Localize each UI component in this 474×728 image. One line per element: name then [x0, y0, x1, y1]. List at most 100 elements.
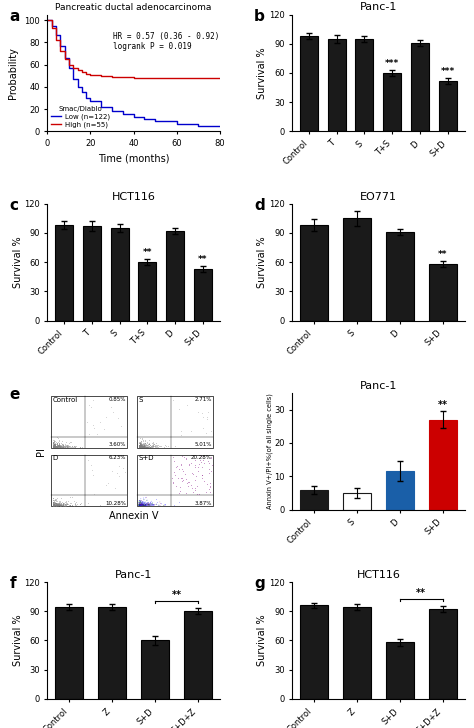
Point: [141, 498, 148, 510]
Point: [51, 499, 59, 510]
Point: [53, 498, 61, 510]
Point: [53, 499, 60, 511]
Point: [52, 438, 59, 450]
Point: [52, 497, 59, 509]
Point: [49, 499, 56, 511]
Point: [177, 459, 185, 470]
Point: [64, 441, 72, 453]
Point: [139, 440, 147, 452]
Point: [203, 411, 210, 423]
Bar: [429, 264, 456, 320]
Point: [119, 462, 127, 473]
Point: [175, 463, 182, 475]
Point: [55, 498, 62, 510]
Point: [141, 441, 148, 453]
Point: [52, 497, 60, 509]
Point: [138, 499, 146, 510]
Point: [51, 438, 59, 450]
Bar: [429, 419, 456, 510]
Point: [55, 441, 63, 453]
Point: [143, 441, 151, 453]
Point: [144, 500, 151, 512]
Point: [141, 441, 148, 453]
Point: [136, 440, 144, 452]
Point: [62, 499, 69, 511]
Point: [60, 441, 67, 453]
Point: [141, 499, 149, 511]
Point: [145, 498, 153, 510]
Point: [53, 440, 61, 452]
Point: [136, 499, 143, 511]
Point: [53, 499, 60, 511]
Point: [53, 499, 60, 511]
Point: [64, 499, 72, 510]
Point: [64, 439, 72, 451]
Point: [136, 499, 144, 511]
Point: [136, 438, 144, 450]
Point: [140, 441, 147, 453]
Point: [139, 440, 147, 451]
Point: [136, 437, 144, 448]
Point: [49, 441, 56, 453]
Point: [54, 439, 62, 451]
Point: [142, 438, 150, 449]
Point: [56, 499, 64, 511]
Text: 5.01%: 5.01%: [195, 442, 212, 447]
Point: [140, 499, 147, 511]
Point: [184, 476, 191, 488]
Point: [49, 499, 57, 510]
Point: [49, 436, 56, 448]
Point: [144, 497, 151, 509]
Point: [50, 438, 58, 450]
Text: b: b: [254, 9, 265, 24]
Point: [66, 436, 74, 448]
Point: [144, 496, 152, 508]
Point: [53, 499, 61, 510]
Point: [177, 458, 185, 470]
Point: [141, 440, 148, 451]
Point: [171, 469, 179, 480]
X-axis label: Annexin V: Annexin V: [109, 511, 158, 521]
Point: [137, 499, 144, 511]
Point: [49, 441, 57, 453]
Point: [49, 441, 57, 453]
Point: [137, 499, 145, 511]
Point: [56, 440, 64, 452]
Point: [51, 497, 58, 509]
Point: [140, 437, 148, 448]
Point: [59, 441, 66, 453]
Text: **: **: [172, 590, 182, 600]
Point: [172, 440, 179, 451]
Point: [66, 437, 73, 448]
Point: [52, 441, 60, 453]
Point: [52, 440, 59, 452]
Point: [138, 441, 146, 453]
Point: [51, 497, 58, 509]
Point: [56, 440, 64, 452]
Point: [136, 494, 144, 506]
Point: [54, 437, 61, 448]
Point: [136, 499, 144, 510]
Point: [53, 497, 60, 509]
Point: [136, 441, 144, 453]
Point: [143, 441, 151, 453]
Point: [148, 440, 155, 451]
Point: [53, 499, 61, 511]
Point: [50, 440, 57, 452]
Point: [140, 441, 147, 453]
Point: [59, 498, 67, 510]
Point: [136, 499, 144, 510]
Point: [55, 499, 62, 511]
Point: [143, 498, 150, 510]
Point: [137, 498, 145, 510]
Point: [109, 406, 117, 418]
Point: [51, 440, 59, 452]
Point: [56, 496, 64, 508]
Point: [138, 499, 146, 511]
Point: [57, 440, 64, 451]
Point: [138, 496, 146, 507]
Point: [144, 499, 151, 510]
Point: [50, 438, 58, 450]
Point: [55, 441, 62, 453]
Point: [56, 441, 64, 453]
